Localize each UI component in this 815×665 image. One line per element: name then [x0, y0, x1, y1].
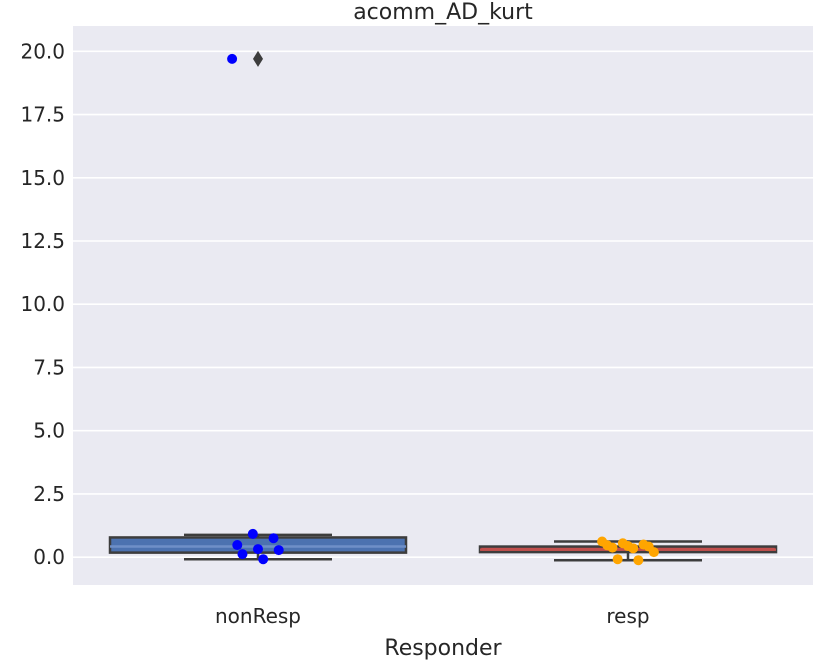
y-tick-label: 0.0 [33, 545, 65, 569]
data-point [648, 547, 659, 558]
x-tick-label: nonResp [215, 604, 301, 628]
y-tick-label: 10.0 [20, 292, 65, 316]
data-point [247, 528, 258, 539]
data-point [633, 555, 644, 566]
x-tick-labels: nonResp resp [215, 604, 650, 628]
chart-title: acomm_AD_kurt [353, 0, 533, 25]
data-point [273, 545, 284, 556]
x-axis-label: Responder [384, 636, 502, 661]
data-point [268, 533, 279, 544]
x-tick-label: resp [606, 604, 649, 628]
data-point [628, 543, 639, 554]
y-tick-label: 2.5 [33, 482, 65, 506]
y-tick-label: 5.0 [33, 419, 65, 443]
data-point [237, 549, 248, 560]
data-point [612, 554, 623, 565]
plot-area-background [73, 26, 813, 585]
data-point [607, 542, 618, 553]
data-point [232, 540, 243, 551]
data-point [253, 544, 263, 555]
y-tick-labels: 0.0 2.5 5.0 7.5 10.0 12.5 15.0 17.5 20.0 [20, 39, 65, 569]
y-tick-label: 15.0 [20, 166, 65, 190]
y-tick-label: 7.5 [33, 355, 65, 379]
grid-lines [73, 50, 813, 558]
data-point [258, 554, 269, 565]
outlier-marker [253, 50, 263, 67]
y-tick-label: 17.5 [20, 103, 65, 127]
y-tick-label: 12.5 [20, 229, 65, 253]
strip-points [227, 53, 659, 566]
data-point [227, 53, 238, 64]
y-tick-label: 20.0 [20, 39, 65, 63]
